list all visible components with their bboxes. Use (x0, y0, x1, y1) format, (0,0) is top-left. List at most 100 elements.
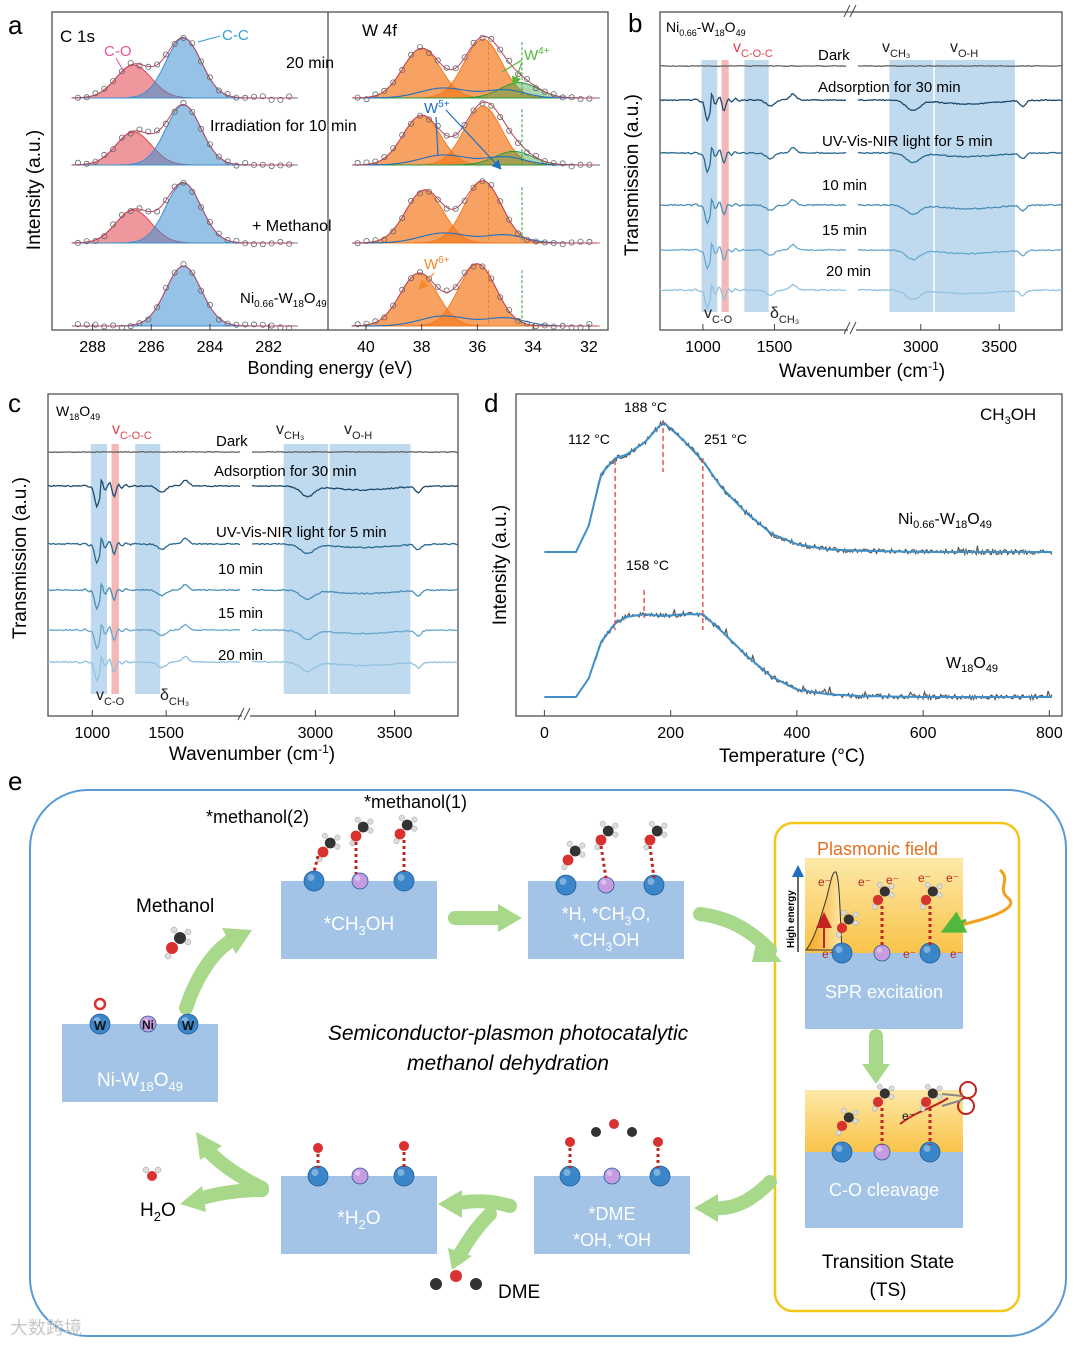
c1s-data-point (268, 240, 275, 247)
w4f-data-point (577, 324, 584, 331)
w4f-data-point (515, 139, 522, 146)
w-atom (555, 874, 577, 896)
hydrogen-atom (661, 831, 668, 838)
w4f-data-point (541, 322, 548, 329)
c1s-data-point (162, 197, 169, 204)
c1s-data-point (198, 125, 205, 132)
free-water-h (154, 1166, 162, 1174)
oxygen-atom (644, 834, 656, 846)
hydrogen-atom (612, 822, 619, 829)
tpd-raw-0 (544, 420, 1053, 557)
free-water-o (147, 1171, 157, 1181)
axis-break-gap (848, 320, 856, 334)
c1s-data-point (110, 146, 117, 153)
w4f-data-point (559, 94, 566, 101)
ir-trace (48, 582, 459, 611)
hydrogen-atom (349, 840, 356, 847)
w4f-data-point (497, 294, 504, 301)
box-dme (534, 1176, 690, 1254)
ni-atom-shine (354, 875, 361, 881)
w5-component (352, 87, 598, 99)
w-atom-shine (397, 874, 405, 881)
w4f-data-point (488, 102, 495, 109)
scissor-blade-1 (941, 1099, 963, 1107)
bond (312, 855, 320, 873)
w4f-data-point (461, 197, 468, 204)
w4f-data-point (390, 302, 397, 309)
c1s-data-point (145, 63, 152, 70)
c1s-data-point (110, 221, 117, 228)
cleavage-field-zone (805, 1090, 963, 1152)
water-o (313, 1143, 323, 1153)
peak-label: 251 °C (704, 431, 747, 447)
c1s-data-point (92, 158, 99, 165)
center-title-1: Semiconductor-plasmon photocatalytic (328, 1022, 689, 1045)
w4f-data-point (461, 54, 468, 61)
panel-e-frame (29, 789, 1067, 1337)
band-vc-o (90, 444, 108, 694)
w4f-data-point (354, 159, 361, 166)
w4f-data-point (399, 131, 406, 138)
ir-trace (659, 64, 1063, 68)
panel-a-xlabel: Bonding energy (eV) (247, 358, 412, 378)
tpd-plot: 0 200 400 600 800 112 °C 188 °C 251 °C 158 °C (540, 399, 1063, 742)
electron-label: e⁻ (918, 871, 931, 885)
w4f-data-point (372, 91, 379, 98)
trace-label: Adsorption for 30 min (214, 463, 357, 480)
c1s-data-point (286, 240, 293, 247)
w4f-data-point (425, 275, 432, 282)
panel-d-frame (515, 393, 1063, 717)
w4f-data-point (381, 153, 388, 160)
catalyst-label: Ni-W18O49 (97, 1070, 183, 1094)
vco-label: vC-O (96, 687, 125, 708)
w4f-data-point (479, 178, 486, 185)
c1s-data-point (171, 269, 178, 276)
w5-label: W5+ (424, 99, 450, 117)
ni-atom-shine (600, 879, 607, 885)
w4f-data-point (461, 121, 468, 128)
panel-a: a C 1s W 4f Intensity (a.u.) Bonding ene… (8, 10, 609, 378)
w4-arrows (501, 59, 522, 84)
ir-trace (659, 146, 1063, 174)
ir-trace (659, 283, 1063, 311)
ir-trace (47, 623, 459, 651)
transition-state-frame (773, 821, 1021, 1313)
carbon-atom (843, 1112, 854, 1123)
c1s-data-point (136, 62, 143, 69)
hydrogen-atom (411, 816, 418, 823)
w-atom (649, 1165, 671, 1187)
axis-break-mark (237, 707, 245, 721)
voh-label: vO-H (344, 421, 372, 442)
electron-label: e⁻ (903, 947, 916, 961)
c1s-data-point (145, 208, 152, 215)
w4f-data-point (550, 160, 557, 167)
ir-trace (48, 536, 458, 565)
c1s-data-point (110, 78, 117, 85)
a-left-tick-label: 284 (197, 339, 224, 356)
ir-trace (659, 91, 1063, 123)
oxygen-atom (595, 834, 607, 846)
w-atom-1-shine (93, 1017, 101, 1024)
tpd-fit-1 (544, 613, 1052, 698)
panel-d-label: d (484, 388, 498, 418)
c1s-data-point (154, 61, 161, 68)
w4f-data-point (443, 132, 450, 139)
ts-label-1: Transition State (822, 1252, 954, 1273)
c1s-data-point (215, 316, 222, 323)
hydrogen-atom (936, 1094, 943, 1100)
ni-atom-shine (354, 1170, 361, 1176)
cond-2: + Methanol (252, 218, 332, 235)
c1s-data-point (250, 161, 257, 168)
w4f-data-point (506, 216, 513, 223)
ir-trace (47, 654, 459, 683)
ir-tick-label: 1000 (685, 339, 721, 356)
w4f-data-point (586, 161, 593, 168)
axis-break-mark (849, 321, 857, 335)
oxygen-atom (562, 854, 574, 866)
c1s-data-point (224, 91, 231, 98)
c1s-data-point (250, 241, 257, 248)
ir-tick-label: 1000 (75, 725, 111, 742)
cc-peak-label: C-C (222, 27, 249, 44)
w4f-data-point (354, 240, 361, 247)
